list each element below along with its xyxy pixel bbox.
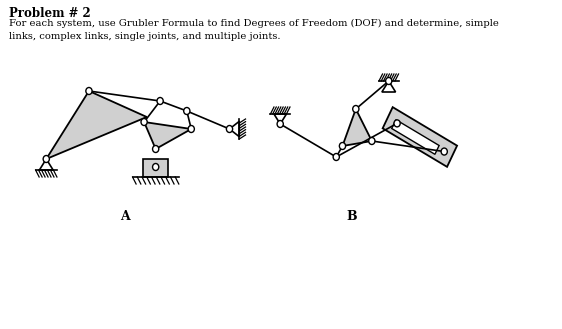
Circle shape — [86, 88, 92, 94]
Circle shape — [441, 148, 447, 155]
Polygon shape — [383, 107, 457, 167]
Text: For each system, use Grubler Formula to find Degrees of Freedom (DOF) and determ: For each system, use Grubler Formula to … — [9, 19, 498, 41]
Circle shape — [184, 108, 190, 114]
Circle shape — [152, 164, 159, 170]
Text: A: A — [120, 211, 129, 223]
Circle shape — [157, 97, 163, 105]
Circle shape — [353, 106, 359, 113]
Circle shape — [339, 142, 346, 149]
Polygon shape — [39, 159, 53, 170]
Circle shape — [141, 118, 147, 125]
Circle shape — [188, 125, 194, 133]
Text: B: B — [346, 211, 357, 223]
Polygon shape — [144, 122, 191, 149]
Polygon shape — [392, 120, 439, 154]
Circle shape — [394, 120, 400, 127]
Circle shape — [277, 120, 283, 128]
Text: Problem # 2: Problem # 2 — [9, 7, 90, 20]
Polygon shape — [229, 121, 239, 137]
Polygon shape — [274, 114, 287, 124]
Circle shape — [386, 78, 392, 85]
Polygon shape — [46, 91, 147, 159]
Polygon shape — [382, 81, 396, 92]
Polygon shape — [342, 109, 372, 146]
Circle shape — [333, 154, 339, 161]
Bar — [143, 159, 168, 177]
Circle shape — [226, 125, 233, 133]
Circle shape — [43, 156, 49, 163]
Circle shape — [369, 138, 375, 144]
Circle shape — [152, 145, 159, 153]
